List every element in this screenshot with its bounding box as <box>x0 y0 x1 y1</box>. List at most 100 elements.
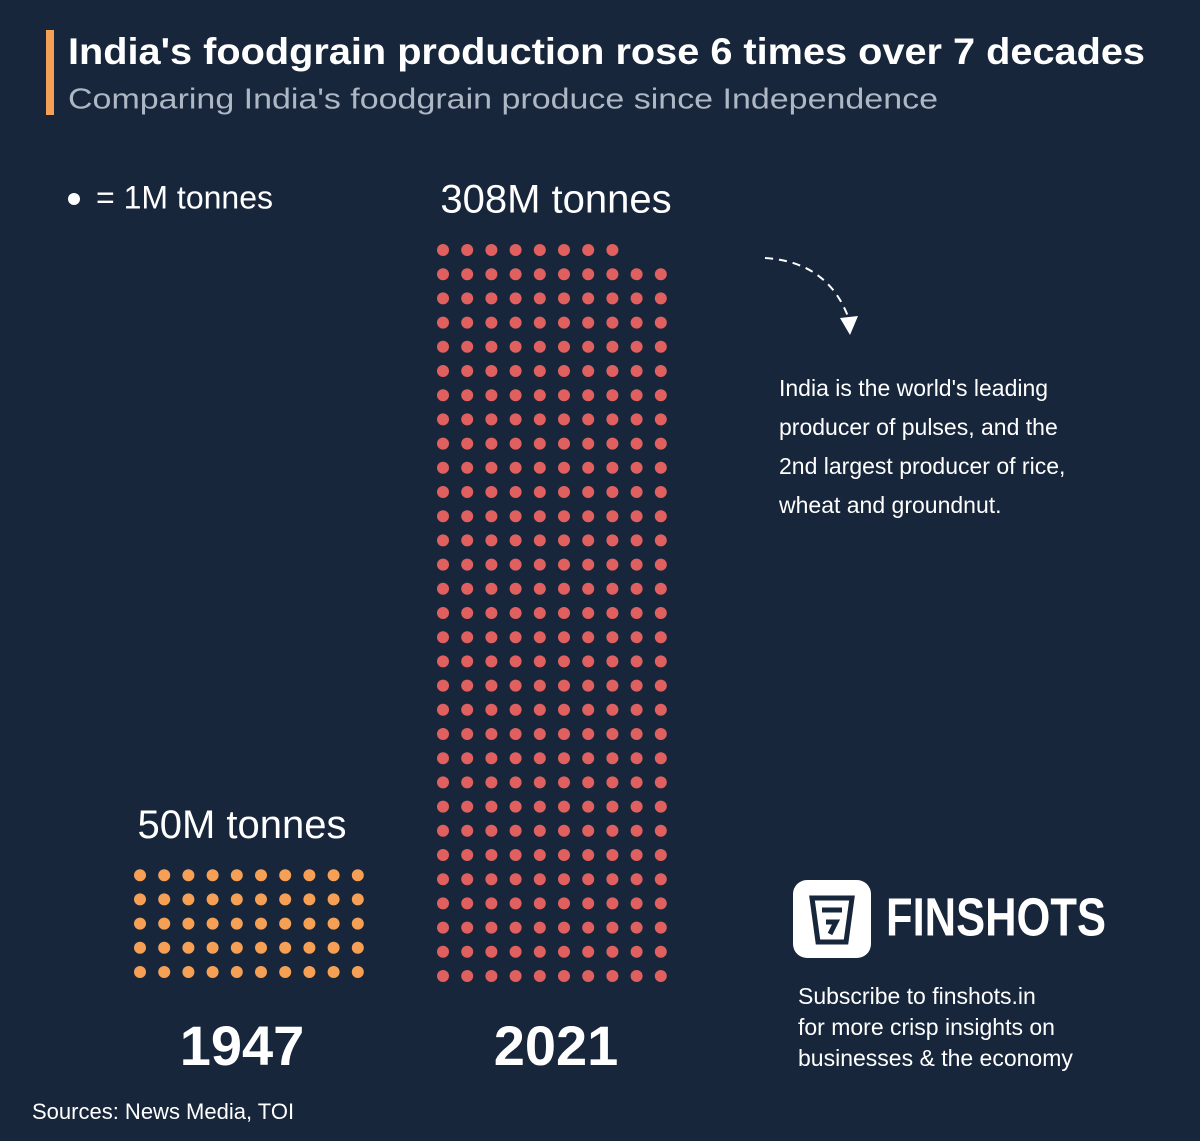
dot <box>606 679 619 692</box>
dot <box>437 582 449 595</box>
dot <box>654 437 667 450</box>
dot <box>533 365 546 377</box>
dot <box>437 945 449 958</box>
dot <box>533 921 546 934</box>
dot <box>606 849 619 861</box>
dot <box>654 340 667 353</box>
dot <box>509 316 522 329</box>
dot <box>279 941 292 954</box>
dot <box>461 631 474 644</box>
dot <box>437 776 449 789</box>
dot <box>654 631 667 644</box>
dot <box>509 897 522 910</box>
dot <box>485 679 498 692</box>
dot <box>461 921 474 934</box>
dot <box>582 655 595 668</box>
dot <box>485 776 498 789</box>
dot <box>509 534 522 547</box>
dot <box>461 945 474 958</box>
dot <box>582 824 595 837</box>
dot <box>485 340 498 353</box>
dot <box>509 776 522 789</box>
dot <box>558 510 570 523</box>
dot <box>606 752 619 765</box>
dot <box>582 389 595 402</box>
dot <box>461 873 474 886</box>
dot <box>437 316 449 329</box>
dot <box>558 824 570 837</box>
dot <box>630 437 643 450</box>
dot <box>533 679 546 692</box>
dot <box>558 897 570 910</box>
annotation: 2nd largest producer of rice, <box>779 453 1065 479</box>
dot <box>461 703 474 716</box>
dot <box>533 340 546 353</box>
dot <box>437 607 449 619</box>
dot <box>485 752 498 765</box>
dot <box>533 486 546 498</box>
dot <box>533 244 546 256</box>
dot <box>606 292 619 305</box>
dot <box>582 921 595 934</box>
dot <box>558 728 570 740</box>
dot <box>606 824 619 837</box>
dot <box>630 921 643 934</box>
dot <box>558 945 570 958</box>
dot <box>461 389 474 402</box>
dot <box>582 631 595 644</box>
dot <box>437 365 449 377</box>
dot <box>630 558 643 571</box>
dot <box>630 945 643 958</box>
dot <box>654 510 667 523</box>
dot <box>606 728 619 740</box>
dot <box>437 268 449 281</box>
dot <box>558 292 570 305</box>
dot <box>134 893 146 906</box>
dot <box>461 437 474 450</box>
dot <box>654 849 667 861</box>
dot <box>485 558 498 571</box>
dot <box>582 244 595 256</box>
dot <box>654 655 667 668</box>
dot <box>461 486 474 498</box>
dot <box>630 582 643 595</box>
dot <box>255 869 267 882</box>
dot <box>533 970 546 982</box>
dot <box>654 413 667 426</box>
dot <box>630 340 643 353</box>
dot <box>606 655 619 668</box>
dot <box>158 869 171 882</box>
dot <box>558 268 570 281</box>
dot <box>533 268 546 281</box>
dot <box>582 728 595 740</box>
dot <box>437 389 449 402</box>
dot <box>533 945 546 958</box>
dot <box>182 869 195 882</box>
dot <box>461 776 474 789</box>
dot <box>606 970 619 982</box>
dot <box>509 824 522 837</box>
dot <box>230 869 243 882</box>
dot <box>303 966 316 978</box>
chart-subtitle: Comparing India's foodgrain produce sinc… <box>68 84 938 116</box>
dot <box>279 917 292 930</box>
dot <box>630 776 643 789</box>
dot <box>533 413 546 426</box>
dot <box>606 921 619 934</box>
dot <box>558 461 570 474</box>
dot <box>533 558 546 571</box>
dot <box>654 389 667 402</box>
dot <box>509 268 522 281</box>
annotation: producer of pulses, and the <box>779 414 1058 440</box>
dot <box>461 365 474 377</box>
dot <box>533 437 546 450</box>
dot <box>206 941 219 954</box>
brand-name: FINSHOTS <box>886 887 1106 947</box>
dot <box>437 703 449 716</box>
dot <box>461 558 474 571</box>
dot <box>461 413 474 426</box>
dot <box>606 244 619 256</box>
dot <box>654 800 667 813</box>
